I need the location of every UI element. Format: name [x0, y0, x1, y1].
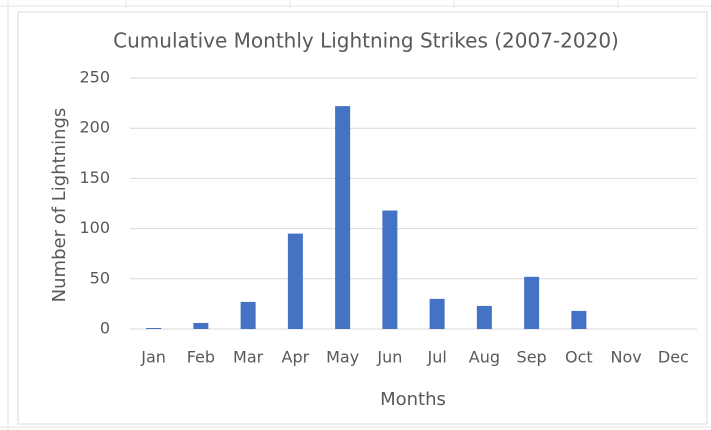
- bar: [335, 106, 351, 329]
- x-axis-label: Months: [380, 389, 446, 410]
- bar: [429, 298, 445, 329]
- bar: [193, 322, 209, 329]
- x-tick-label: May: [326, 348, 359, 367]
- x-tick-label: Mar: [233, 348, 264, 367]
- x-tick-label: Oct: [565, 348, 593, 367]
- chart-area: [17, 11, 708, 425]
- bar: [240, 301, 256, 329]
- x-tick-label: Sep: [517, 348, 547, 367]
- y-tick-label: 150: [79, 168, 110, 187]
- bar: [524, 276, 540, 329]
- y-tick-label: 200: [79, 118, 110, 137]
- chart-title: Cumulative Monthly Lightning Strikes (20…: [113, 29, 619, 53]
- y-tick-label: 0: [100, 319, 110, 338]
- x-tick-label: Feb: [187, 348, 215, 367]
- x-tick-label: Jun: [376, 348, 402, 367]
- y-axis-label: Number of Lightnings: [49, 108, 70, 303]
- bar: [571, 310, 587, 329]
- y-tick-label: 50: [90, 268, 110, 287]
- x-tick-label: Apr: [282, 348, 310, 367]
- bar: [382, 210, 398, 329]
- x-tick-label: Jul: [426, 348, 446, 367]
- x-tick-label: Jan: [140, 348, 166, 367]
- bar: [476, 305, 492, 329]
- y-tick-label: 100: [79, 218, 110, 237]
- x-tick-label: Aug: [469, 348, 500, 367]
- x-tick-label: Nov: [611, 348, 642, 367]
- x-tick-label: Dec: [658, 348, 689, 367]
- bar: [287, 233, 303, 329]
- bar: [146, 327, 162, 329]
- y-tick-label: 250: [79, 68, 110, 87]
